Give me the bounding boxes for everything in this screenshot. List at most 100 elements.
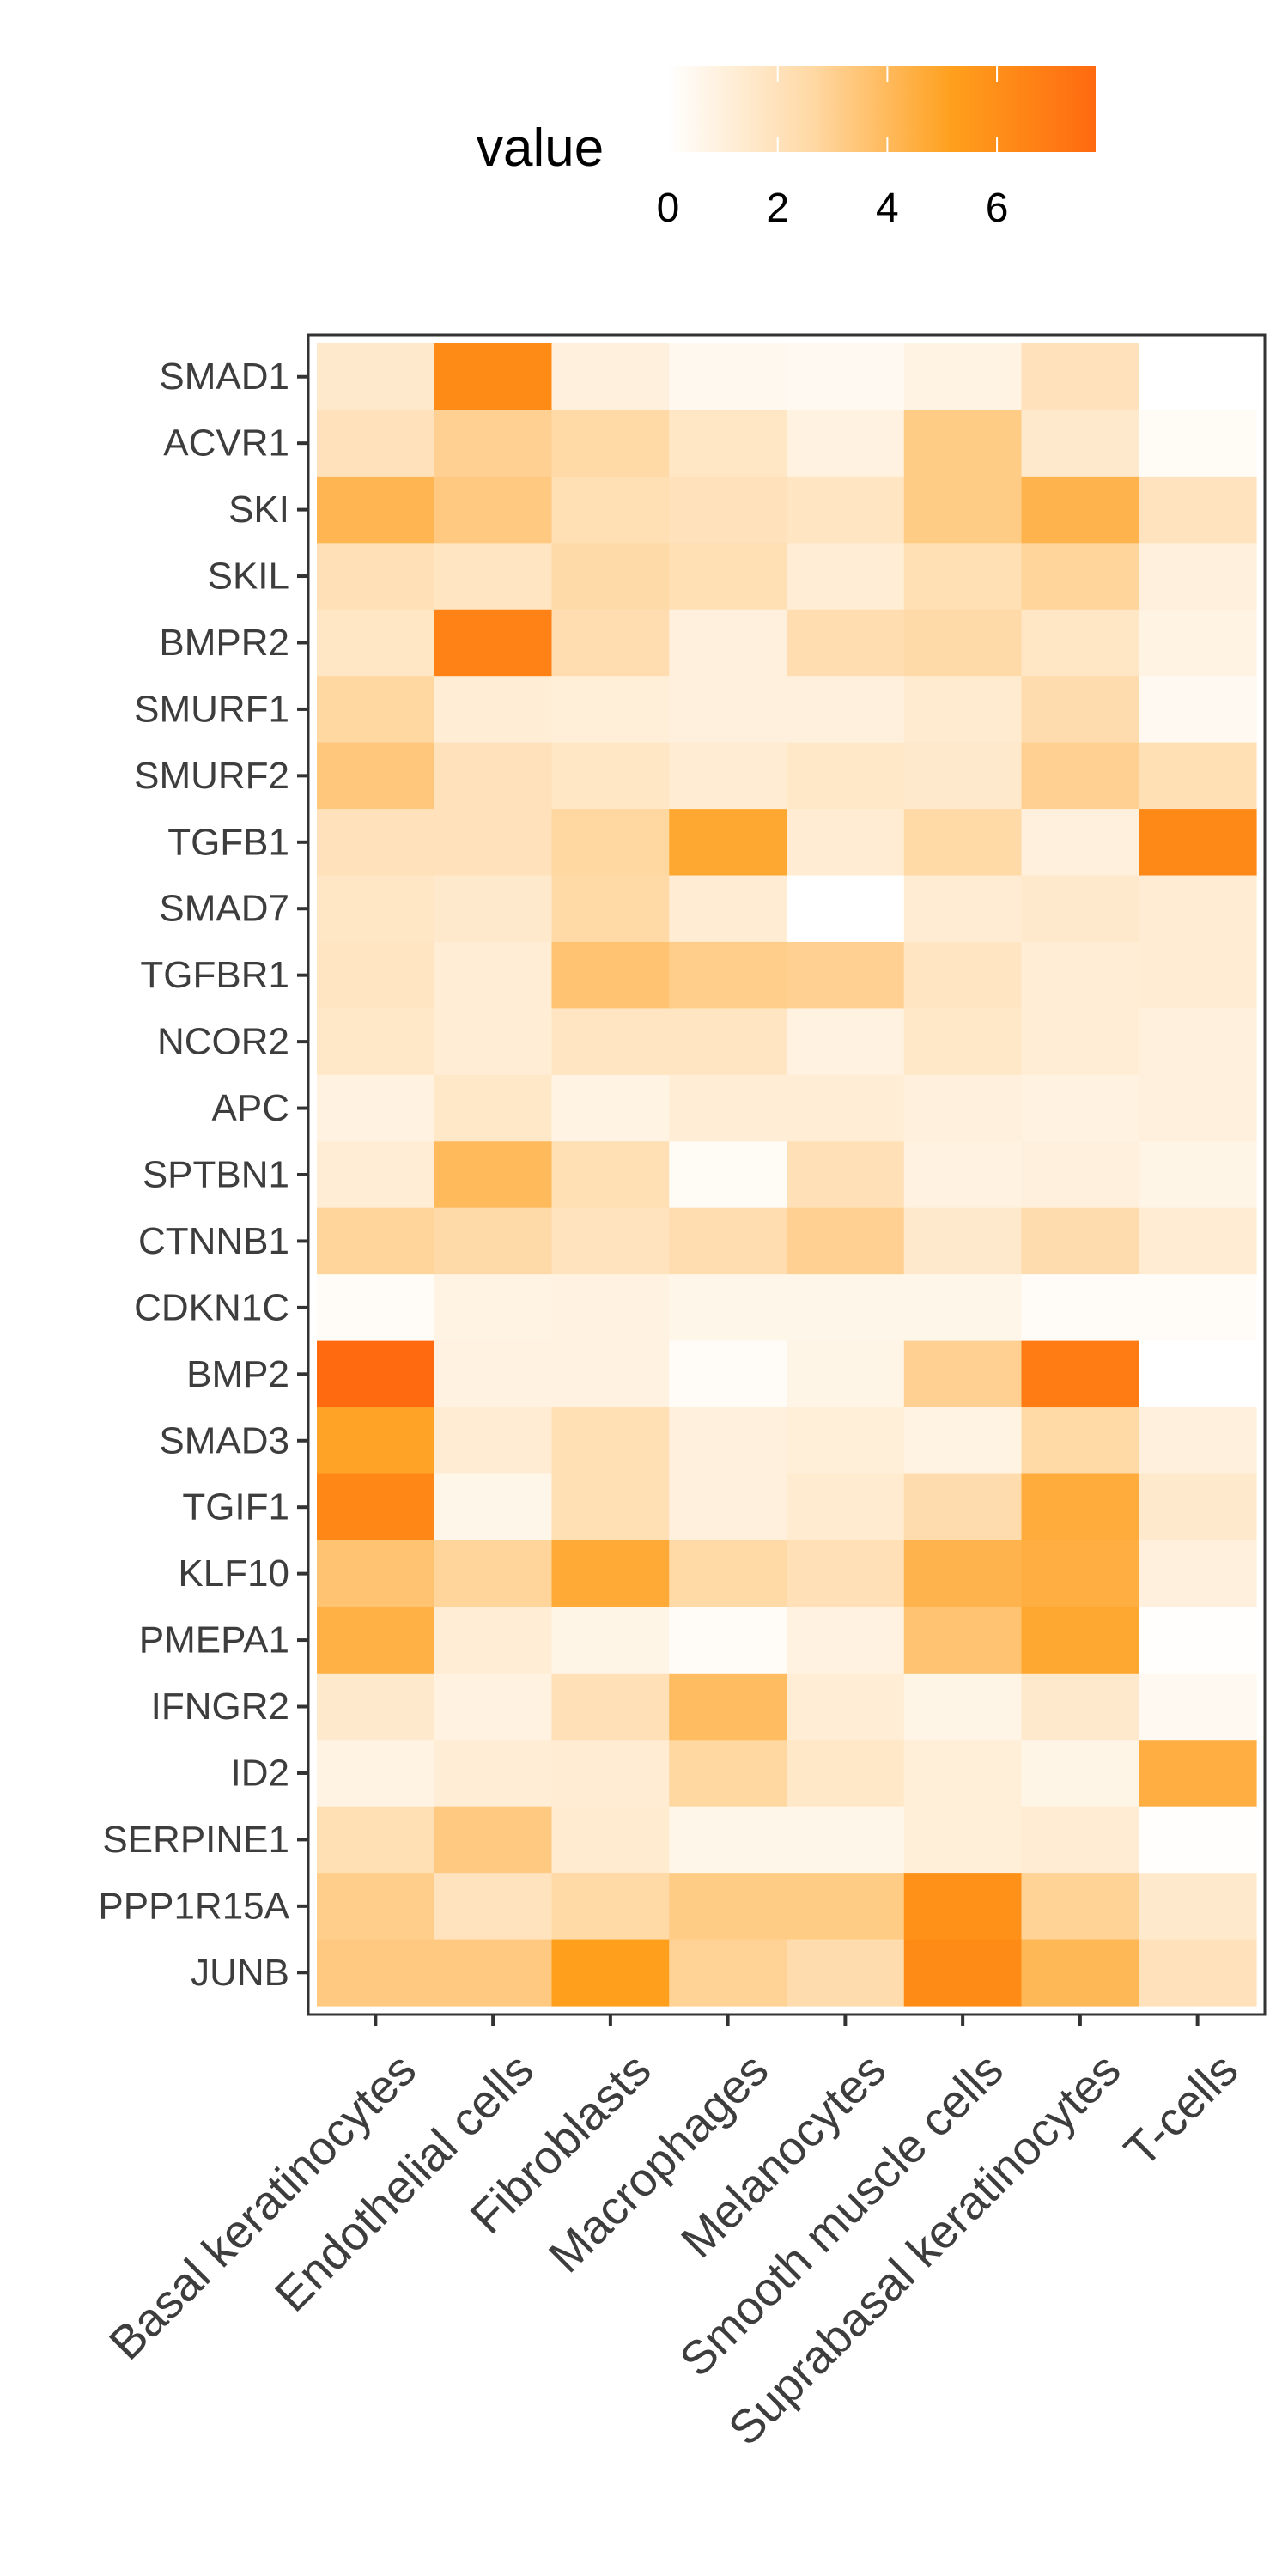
heatmap-cell: [787, 1873, 905, 1941]
heatmap-cell: [787, 1473, 905, 1541]
heatmap-cell: [903, 543, 1023, 611]
y-tick-label: TGFBR1: [140, 954, 289, 996]
heatmap-cell: [1021, 410, 1139, 477]
heatmap-cell: [903, 676, 1023, 744]
heatmap-cell: [434, 1806, 553, 1874]
heatmap-cell: [1139, 1607, 1257, 1674]
heatmap-cell: [903, 410, 1023, 477]
heatmap-cell: [903, 476, 1023, 544]
heatmap-cell: [1139, 875, 1257, 943]
heatmap-cell: [1139, 1540, 1257, 1607]
heatmap-cell: [317, 1740, 435, 1807]
heatmap-cell: [317, 1806, 435, 1874]
heatmap-cell: [903, 1806, 1023, 1874]
heatmap-cell: [787, 1607, 905, 1674]
heatmap-cell: [317, 609, 435, 677]
heatmap-cell: [787, 1340, 905, 1408]
heatmap-cell: [1139, 1340, 1257, 1408]
heatmap-cell: [787, 1008, 905, 1076]
heatmap-cell: [787, 1939, 905, 2007]
heatmap-cell: [669, 941, 787, 1009]
heatmap-cell: [1021, 1074, 1139, 1142]
heatmap-cell: [787, 1141, 905, 1209]
heatmap-cell: [317, 1207, 435, 1275]
y-tick-label: JUNB: [191, 1952, 289, 1994]
heatmap-cell: [787, 1407, 905, 1475]
y-tick-label: SMAD3: [159, 1419, 289, 1461]
heatmap-cell: [317, 1274, 435, 1342]
heatmap-cell: [903, 941, 1023, 1009]
heatmap-cell: [1139, 1008, 1257, 1076]
heatmap-cell: [317, 941, 435, 1009]
heatmap-cell: [551, 1740, 670, 1807]
heatmap-cell: [1139, 410, 1257, 477]
heatmap-cell: [903, 875, 1023, 943]
heatmap-cell: [551, 1540, 670, 1607]
heatmap-cell: [551, 1407, 670, 1475]
legend-tick-label: 4: [876, 185, 899, 231]
heatmap-cell: [551, 742, 670, 810]
heatmap-cell: [903, 1407, 1023, 1475]
y-tick-label: SMAD7: [159, 888, 289, 930]
heatmap-cell: [1139, 941, 1257, 1009]
heatmap-cell: [434, 1074, 553, 1142]
heatmap-cell: [1139, 1673, 1257, 1741]
heatmap-cell: [1139, 742, 1257, 810]
heatmap-cell: [669, 1607, 787, 1674]
heatmap-cell: [317, 410, 435, 477]
heatmap-cell: [551, 1607, 670, 1674]
heatmap-cell: [434, 1540, 553, 1607]
color-legend: value 0 2 4 6: [477, 66, 1096, 231]
heatmap-cell: [787, 676, 905, 744]
heatmap-cell: [434, 676, 553, 744]
y-tick-label: APC: [212, 1087, 289, 1129]
heatmap-cell: [669, 1008, 787, 1076]
heatmap-cell: [317, 1673, 435, 1741]
heatmap-cell: [1021, 941, 1139, 1009]
heatmap-cell: [317, 1607, 435, 1674]
heatmap-cell: [669, 476, 787, 544]
y-tick-label: SPTBN1: [143, 1154, 289, 1196]
heatmap-cell: [434, 609, 553, 677]
y-tick-label: PPP1R15A: [98, 1885, 289, 1927]
heatmap-cell: [551, 1008, 670, 1076]
heatmap-cell: [551, 1274, 670, 1342]
y-tick-label: KLF10: [178, 1552, 289, 1595]
y-tick-label: IFNGR2: [151, 1686, 289, 1728]
heatmap-cell: [669, 343, 787, 411]
heatmap-cell: [317, 1340, 435, 1408]
heatmap-cell: [787, 1540, 905, 1607]
heatmap-cell: [903, 742, 1023, 810]
heatmap-cell: [787, 1806, 905, 1874]
heatmap-cell: [551, 1806, 670, 1874]
heatmap-cell: [903, 1008, 1023, 1076]
heatmap-cell: [317, 543, 435, 611]
heatmap-cell: [1139, 1473, 1257, 1541]
y-tick-label: TGIF1: [182, 1486, 289, 1528]
legend-color-bar: [668, 66, 1096, 152]
heatmap-cell: [434, 1473, 553, 1541]
x-tick-label: T-cells: [1114, 2043, 1248, 2177]
heatmap-cell: [669, 676, 787, 744]
heatmap-cell: [1139, 1740, 1257, 1807]
heatmap-cell: [551, 1673, 670, 1741]
heatmap-cell: [551, 1074, 670, 1142]
heatmap-cell: [1139, 343, 1257, 411]
heatmap-cell: [669, 1806, 787, 1874]
heatmap-cell: [551, 1340, 670, 1408]
heatmap-cell: [434, 1207, 553, 1275]
heatmap-cell: [317, 1008, 435, 1076]
heatmap-cell: [1021, 1740, 1139, 1807]
heatmap-cell: [1021, 476, 1139, 544]
heatmap-cell: [669, 543, 787, 611]
y-tick-label: SERPINE1: [102, 1819, 289, 1861]
heatmap-cell: [903, 1274, 1023, 1342]
heatmap-cell: [434, 875, 553, 943]
heatmap-cell: [903, 1873, 1023, 1941]
y-tick-label: SMURF1: [134, 688, 289, 730]
heatmap-cell: [1139, 543, 1257, 611]
heatmap-cell: [1021, 742, 1139, 810]
heatmap-cell: [434, 543, 553, 611]
heatmap-cell: [1021, 543, 1139, 611]
